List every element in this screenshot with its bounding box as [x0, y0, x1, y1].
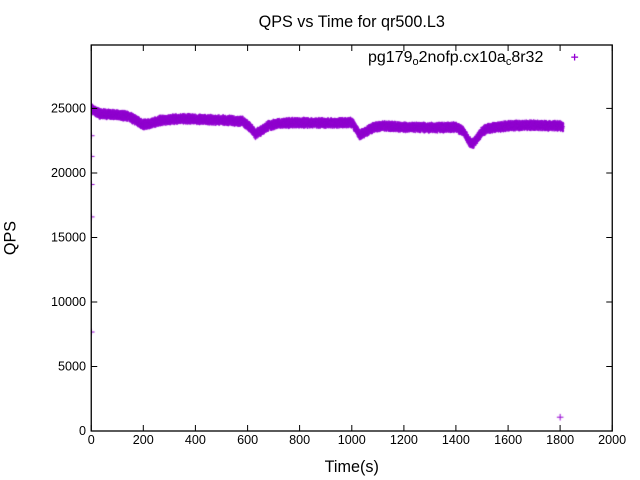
svg-text:1000: 1000: [338, 433, 366, 447]
svg-text:200: 200: [133, 433, 154, 447]
svg-text:600: 600: [237, 433, 258, 447]
svg-text:1800: 1800: [546, 433, 574, 447]
svg-text:25000: 25000: [51, 101, 86, 115]
svg-text:2000: 2000: [598, 433, 626, 447]
svg-text:0: 0: [88, 433, 95, 447]
svg-text:1200: 1200: [390, 433, 418, 447]
svg-text:10000: 10000: [51, 295, 86, 309]
svg-text:QPS: QPS: [2, 221, 20, 255]
svg-text:1600: 1600: [494, 433, 522, 447]
svg-text:20000: 20000: [51, 166, 86, 180]
svg-text:15000: 15000: [51, 231, 86, 245]
svg-text:800: 800: [289, 433, 310, 447]
svg-text:Time(s): Time(s): [325, 458, 379, 476]
svg-text:pg179o2nofp.cx10ac8r32: pg179o2nofp.cx10ac8r32: [368, 49, 543, 68]
svg-text:400: 400: [185, 433, 206, 447]
svg-text:1400: 1400: [442, 433, 470, 447]
svg-text:5000: 5000: [58, 360, 86, 374]
svg-text:0: 0: [79, 424, 86, 438]
